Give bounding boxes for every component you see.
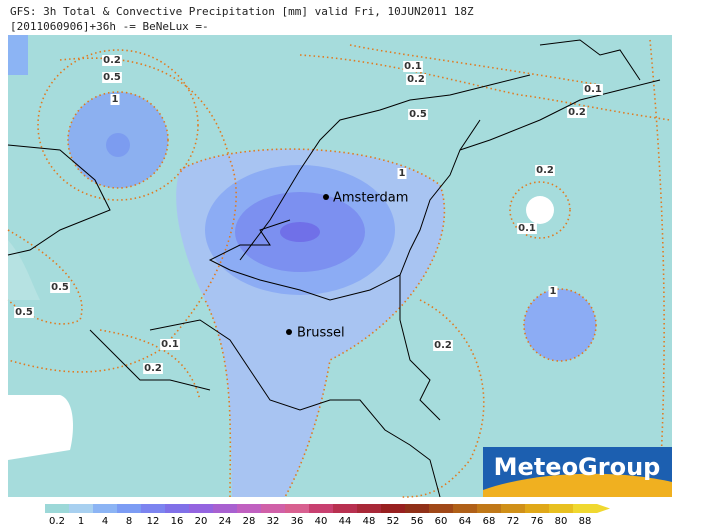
contour-label: 0.1 (518, 223, 536, 234)
legend-label: 16 (171, 516, 184, 527)
legend-swatch (453, 504, 477, 513)
legend-swatch (237, 504, 261, 513)
legend-label: 4 (102, 516, 108, 527)
legend-label: 24 (219, 516, 232, 527)
legend-label: 44 (339, 516, 352, 527)
contour-label: 0.5 (15, 307, 33, 318)
legend-swatch (69, 504, 93, 513)
legend-label: 88 (579, 516, 592, 527)
legend-swatch (189, 504, 213, 513)
city-label: Brussel (297, 326, 345, 341)
contour-label: 0.1 (161, 339, 179, 350)
legend-label: 28 (243, 516, 256, 527)
legend-label: 52 (387, 516, 400, 527)
legend-swatch (333, 504, 357, 513)
contour-label: 0.2 (144, 363, 162, 374)
contour-label-bg (102, 72, 122, 83)
contours (7, 39, 671, 498)
legend-swatch (117, 504, 141, 513)
contour-label-bg (517, 223, 537, 234)
contour-label-bg (102, 55, 122, 66)
legend-swatch (309, 504, 333, 513)
contour-label: 0.2 (568, 107, 586, 118)
contour-label: 0.1 (584, 84, 602, 95)
contour-label: 1 (399, 168, 406, 179)
legend-swatch (429, 504, 453, 513)
legend-label: 80 (555, 516, 568, 527)
legend-swatch (165, 504, 189, 513)
legend-swatch (45, 504, 69, 513)
contour-label-bg (397, 168, 407, 179)
legend-swatch (573, 504, 597, 513)
legend-swatch (93, 504, 117, 513)
legend-label: 56 (411, 516, 424, 527)
legend-label: 72 (507, 516, 520, 527)
legend-swatch (213, 504, 237, 513)
contour-label-bg (160, 339, 180, 350)
legend-label: 0.2 (49, 516, 65, 527)
header-line: GFS: 3h Total & Convective Precipitation… (10, 5, 474, 18)
legend-label: 60 (435, 516, 448, 527)
legend-label: 32 (267, 516, 280, 527)
contour-label-bg (535, 165, 555, 176)
contour-label-bg (583, 84, 603, 95)
legend-label: 40 (315, 516, 328, 527)
legend-swatch (501, 504, 525, 513)
contour-label-bg (406, 74, 426, 85)
legend-swatch (525, 504, 549, 513)
contour-label: 0.2 (103, 55, 121, 66)
legend-swatch (549, 504, 573, 513)
contour-label: 0.5 (51, 282, 69, 293)
contour-labels: 0.2 0.5 1 0.1 0.2 0.5 0.1 0.2 1 0.2 0.1 1 0.5 0.5 0.1 0… (14, 55, 603, 374)
contour-label-bg (403, 61, 423, 72)
legend-label: 76 (531, 516, 544, 527)
contour-label: 1 (112, 94, 119, 105)
legend-label: 8 (126, 516, 132, 527)
legend-label: 64 (459, 516, 472, 527)
legend-label: 36 (291, 516, 304, 527)
city-dot (323, 194, 329, 200)
borders (7, 39, 661, 498)
legend-label: 48 (363, 516, 376, 527)
legend: 0.2 1 4 8 12 16 20 24 28 32 36 40 44 48 52 56 60 64 68 72 76… (45, 504, 610, 527)
contour-label: 0.5 (409, 109, 427, 120)
city-label: Amsterdam (333, 191, 408, 206)
legend-swatch (141, 504, 165, 513)
legend-swatch (381, 504, 405, 513)
legend-swatch (261, 504, 285, 513)
contour-label-bg (567, 107, 587, 118)
legend-label: 12 (147, 516, 160, 527)
city-dot (286, 329, 292, 335)
contour-label: 0.2 (536, 165, 554, 176)
legend-label: 20 (195, 516, 208, 527)
contour-label-bg (143, 363, 163, 374)
contour-label: 1 (550, 286, 557, 297)
legend-swatch (285, 504, 309, 513)
legend-swatch (405, 504, 429, 513)
contour-label: 0.5 (103, 72, 121, 83)
contour-label-bg (433, 340, 453, 351)
contour-label: 0.2 (407, 74, 425, 85)
contour-label-bg (408, 109, 428, 120)
contour-label: 0.1 (404, 61, 422, 72)
contour-label-bg (50, 282, 70, 293)
legend-label: 1 (78, 516, 84, 527)
legend-swatch (357, 504, 381, 513)
contour-label-bg (110, 94, 120, 105)
legend-swatch (477, 504, 501, 513)
legend-arrow (597, 504, 610, 513)
contour-label-bg (548, 286, 558, 297)
contour-label: 0.2 (434, 340, 452, 351)
header-line: [2011060906]+36h -= BeNeLux =- (10, 20, 209, 33)
logo-swoosh (483, 473, 672, 497)
legend-label: 68 (483, 516, 496, 527)
logo-text: MeteoGroup (494, 453, 661, 481)
contour-label-bg (14, 307, 34, 318)
map-field (8, 35, 672, 497)
